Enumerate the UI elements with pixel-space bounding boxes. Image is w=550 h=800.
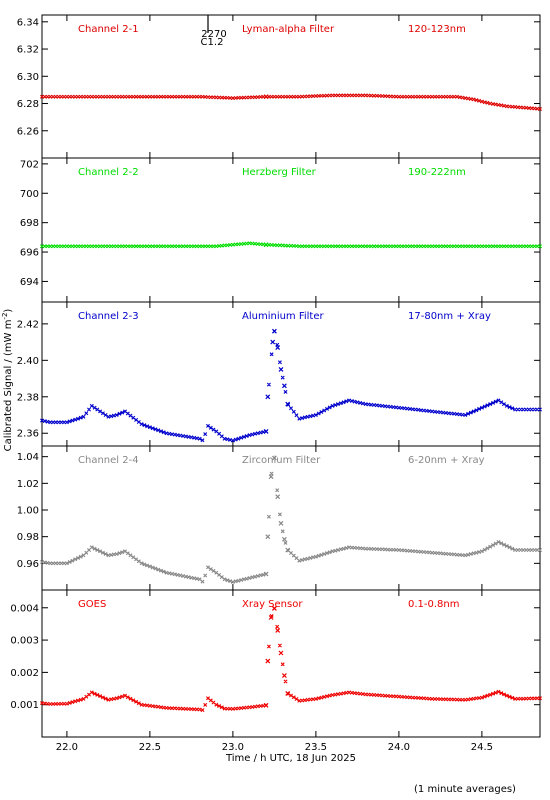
y-tick-label: 698 xyxy=(20,218,39,229)
y-tick-label: 6.26 xyxy=(17,126,39,137)
flare-point xyxy=(263,702,269,708)
y-tick-label: 702 xyxy=(20,159,39,170)
flare-id-label: 2270 xyxy=(201,29,226,40)
flare-point xyxy=(281,673,287,679)
panel-5: 0.001 0.002 0.003 0.004 GOES Xray Sensor 0.1-0… xyxy=(10,589,542,738)
channel-label: Zirconium Filter xyxy=(242,455,321,466)
panel-4: 0.96 0.98 1.00 1.02 1.04 Channel 2-4 Zirconium… xyxy=(17,445,542,591)
averaging-note: (1 minute averages) xyxy=(414,784,516,795)
y-tick-label: 1.00 xyxy=(17,506,39,517)
panel-frame xyxy=(41,445,541,591)
flare-point xyxy=(265,394,271,400)
y-tick-label: 2.36 xyxy=(17,429,39,440)
panel-frame xyxy=(41,14,541,159)
flare-point xyxy=(268,474,274,480)
x-tick-label: 24.5 xyxy=(471,742,493,753)
x-tick-label: 23.5 xyxy=(305,742,327,753)
flare-point xyxy=(278,650,284,656)
flare-point xyxy=(268,615,274,620)
flare-point xyxy=(263,94,269,100)
y-tick-label: 0.98 xyxy=(17,532,39,543)
flare-point xyxy=(278,366,284,372)
y-tick-label: 2.40 xyxy=(17,356,39,367)
flare-point xyxy=(265,658,271,664)
y-tick-label: 700 xyxy=(20,189,39,200)
y-tick-label: 1.04 xyxy=(17,452,39,463)
y-tick-label: 2.38 xyxy=(17,392,39,403)
panel-2: 694 696 698 700 702 Channel 2-2 Herzberg Filte… xyxy=(20,157,542,303)
flare-point xyxy=(275,345,281,351)
y-tick-label: 0.96 xyxy=(17,559,39,570)
flare-point xyxy=(271,605,277,611)
flare-point xyxy=(285,547,291,553)
y-tick-label: 6.34 xyxy=(17,17,39,28)
flare-point xyxy=(263,242,269,248)
panel-3: 2.36 2.38 2.40 2.42 Channel 2-3 Aluminium Fil… xyxy=(17,301,542,447)
series-points xyxy=(40,606,542,713)
y-tick-label: 0.004 xyxy=(10,603,39,614)
y-tick-label: 6.28 xyxy=(17,99,39,110)
series-points xyxy=(40,456,542,584)
channel-label: Lyman-alpha Filter xyxy=(242,24,335,35)
channel-label: 0.1-0.8nm xyxy=(408,599,460,610)
channel-label: Channel 2-2 xyxy=(78,167,139,178)
flare-point xyxy=(281,383,287,389)
flare-point xyxy=(271,328,277,334)
channel-label: Channel 2-1 xyxy=(78,24,139,35)
panel-frame xyxy=(41,589,541,738)
channel-label: Channel 2-3 xyxy=(78,311,139,322)
flare-class-label: C1.2 xyxy=(201,37,224,48)
y-tick-label: 696 xyxy=(20,248,39,259)
channel-label: Herzberg Filter xyxy=(242,167,317,178)
panel-frame xyxy=(41,157,541,303)
series-points xyxy=(40,93,542,111)
flare-point xyxy=(263,571,269,577)
flare-point xyxy=(275,494,281,500)
series-points xyxy=(40,329,542,443)
series-points xyxy=(40,241,542,249)
channel-label: 120-123nm xyxy=(408,24,466,35)
y-tick-label: 0.003 xyxy=(10,636,39,647)
panel-frame xyxy=(41,301,541,447)
channel-label: 6-20nm + Xray xyxy=(408,455,485,466)
y-tick-label: 0.001 xyxy=(10,700,39,711)
flare-point xyxy=(263,428,269,434)
x-tick-label: 22.5 xyxy=(139,742,161,753)
flare-point xyxy=(271,455,277,461)
y-tick-label: 6.30 xyxy=(17,72,39,83)
channel-label: 17-80nm + Xray xyxy=(408,311,491,322)
flare-point xyxy=(278,520,284,526)
channel-label: Xray Sensor xyxy=(242,599,303,610)
flare-point xyxy=(285,690,291,696)
y-tick-label: 6.32 xyxy=(17,45,39,56)
x-axis-label: Time / h UTC, 18 Jun 2025 xyxy=(225,753,356,764)
y-tick-label: 1.02 xyxy=(17,479,39,490)
y-axis-label: Calibrated Signal / (mW m-2) xyxy=(1,309,14,452)
flare-point xyxy=(270,339,276,345)
panel-1: 6.26 6.28 6.30 6.32 6.34 Channel 2-1 Lyman-alp… xyxy=(17,14,542,159)
flare-point xyxy=(281,536,287,542)
channel-label: Aluminium Filter xyxy=(242,311,325,322)
channel-label: Channel 2-4 xyxy=(78,455,139,466)
flare-point xyxy=(285,401,291,407)
y-tick-label: 694 xyxy=(20,277,39,288)
channel-label: 190-222nm xyxy=(408,167,466,178)
channel-label: GOES xyxy=(78,599,106,610)
flare-point xyxy=(265,534,271,540)
y-tick-label: 0.002 xyxy=(10,668,39,679)
x-tick-label: 23.0 xyxy=(222,742,244,753)
x-tick-label: 24.0 xyxy=(388,742,410,753)
x-tick-label: 22.0 xyxy=(56,742,78,753)
y-tick-label: 2.42 xyxy=(17,319,39,330)
flare-point xyxy=(275,627,281,633)
